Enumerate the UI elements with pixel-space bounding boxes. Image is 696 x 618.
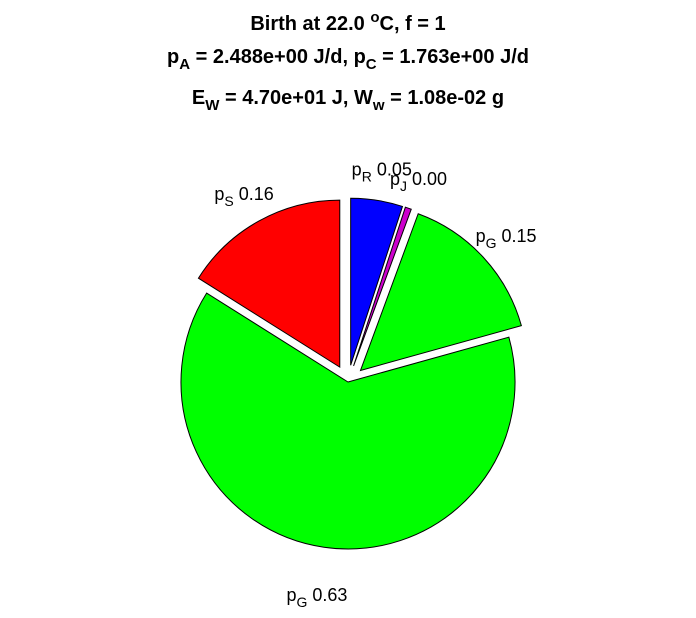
slice-label-3: pG 0.63: [287, 585, 348, 610]
slice-label-1: pJ 0.00: [390, 169, 447, 194]
chart-title-line-1: Birth at 22.0 oC, f = 1: [250, 9, 446, 35]
slice-label-0: pR 0.05: [352, 160, 412, 185]
slice-label-2: pG 0.15: [476, 226, 537, 251]
pie-slice-pg-2: [359, 213, 522, 372]
slice-label-4: pS 0.16: [214, 184, 273, 209]
chart-title-line-3: EW = 4.70e+01 J, Ww = 1.08e-02 g: [191, 87, 505, 114]
chart-title-line-2: pA = 2.488e+00 J/d, pC = 1.763e+00 J/d: [167, 46, 529, 73]
pie-slice-ps-4: [197, 199, 341, 369]
pie-slice-pr-0: [350, 197, 404, 366]
pie-slice-pj-1: [353, 206, 412, 367]
pie-slice-pg-3: [180, 292, 516, 550]
